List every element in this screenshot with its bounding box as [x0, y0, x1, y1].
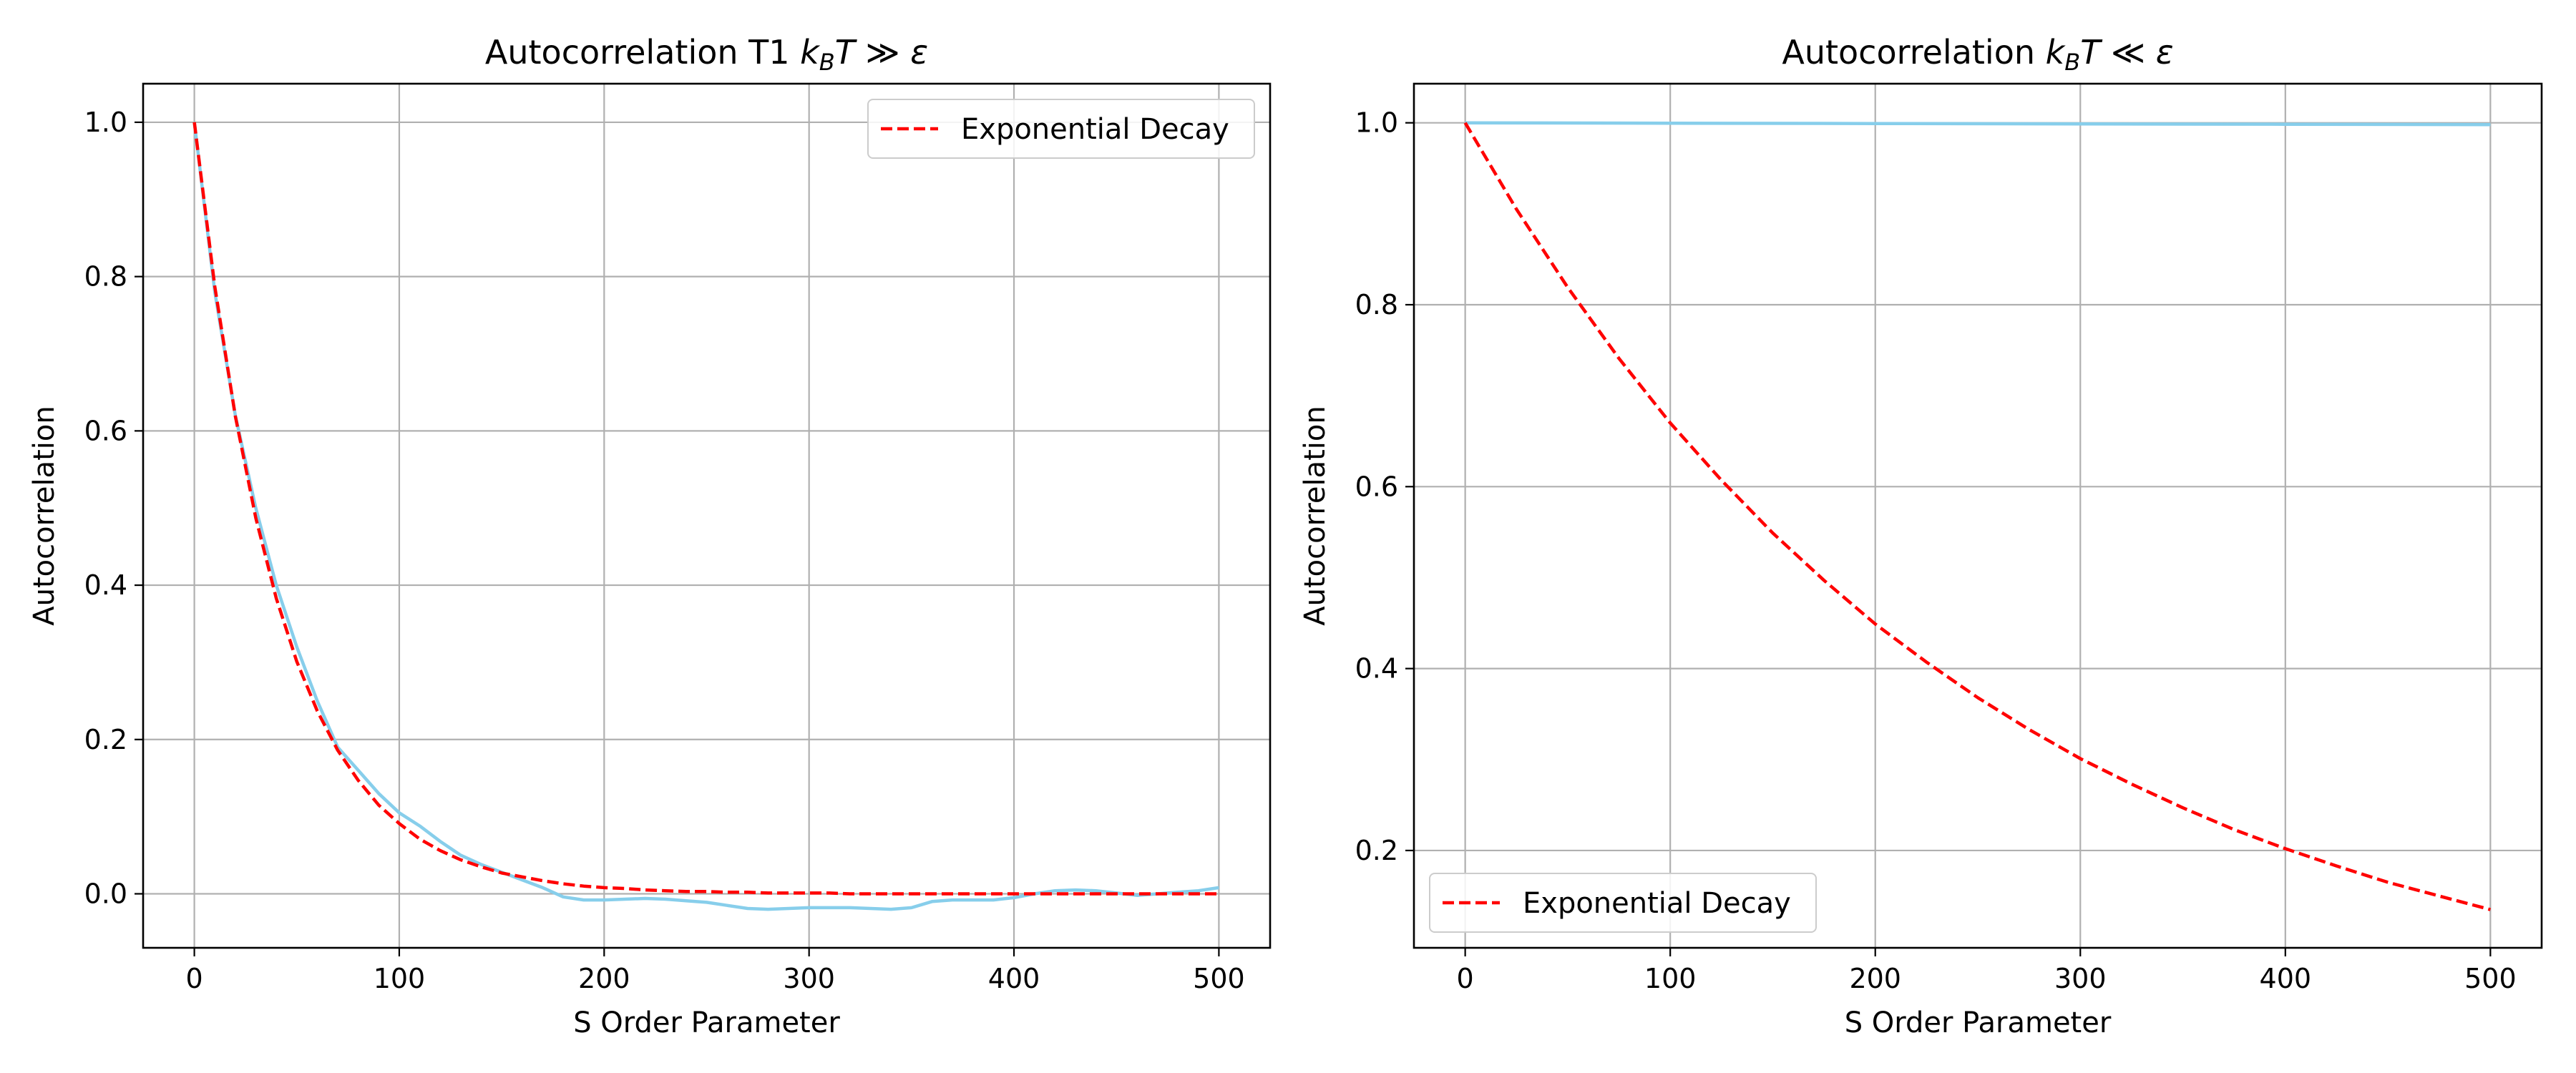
y-tick-label: 0.4: [84, 569, 127, 601]
x-tick-label: 200: [578, 963, 630, 994]
legend: Exponential Decay: [1429, 873, 1817, 933]
chart-panel-1: 0 100 200 300 400 500 0.0 0.2 0.4 0.6 0.8 1.0 S Orde…: [28, 33, 1272, 1039]
y-tick-label: 0.8: [1355, 289, 1398, 320]
x-tick-label: 400: [988, 963, 1040, 994]
series-line-2: [1463, 122, 2491, 911]
series-line-1: [1465, 121, 2491, 127]
series-line-2: [192, 122, 1219, 896]
legend-box: [1429, 873, 1817, 933]
x-tick-label: 300: [783, 963, 835, 994]
y-tick-label: 0.4: [1355, 653, 1398, 685]
y-axis-label: Autocorrelation: [28, 406, 61, 626]
chart-title: Autocorrelation kBT ≪ ε: [1782, 33, 2173, 76]
x-tick-label: 300: [2054, 963, 2107, 994]
chart-panel-2: 0 100 200 300 400 500 0.2 0.4 0.6 0.8 1.0 S Order P…: [1299, 33, 2543, 1039]
y-tick-label: 0.8: [84, 261, 127, 293]
y-tick-label: 0.6: [1355, 471, 1398, 502]
panels: 0 100 200 300 400 500 0.0 0.2 0.4 0.6 0.8 1.0 S Orde…: [28, 33, 2543, 1039]
x-tick-label: 500: [1193, 963, 1245, 994]
y-axis-label: Autocorrelation: [1299, 406, 1332, 626]
legend-label: Exponential Decay: [961, 113, 1229, 146]
x-tick-label: 400: [2260, 963, 2312, 994]
y-tick-label: 0.2: [84, 724, 127, 755]
x-axis-label: S Order Parameter: [573, 1006, 840, 1039]
x-tick-label: 100: [374, 963, 426, 994]
legend-label: Exponential Decay: [1523, 887, 1791, 920]
legend-box: [867, 99, 1255, 159]
series-line-1: [192, 122, 1219, 911]
y-tick-label: 1.0: [84, 107, 127, 138]
chart-title: Autocorrelation T1 kBT ≫ ε: [485, 33, 928, 76]
x-axis-label: S Order Parameter: [1845, 1006, 2112, 1039]
axes-frame: [1413, 82, 2543, 949]
legend: Exponential Decay: [867, 99, 1255, 159]
y-tick-label: 0.6: [84, 415, 127, 446]
y-tick-label: 0.2: [1355, 835, 1398, 866]
x-tick-label: 100: [1644, 963, 1697, 994]
x-tick-label: 0: [1457, 963, 1474, 994]
y-tick-label: 1.0: [1355, 107, 1398, 139]
y-tick-label: 0.0: [84, 878, 127, 910]
axes-frame: [142, 82, 1272, 949]
x-tick-label: 200: [1849, 963, 1901, 994]
x-tick-label: 0: [185, 963, 203, 994]
x-tick-label: 500: [2464, 963, 2517, 994]
